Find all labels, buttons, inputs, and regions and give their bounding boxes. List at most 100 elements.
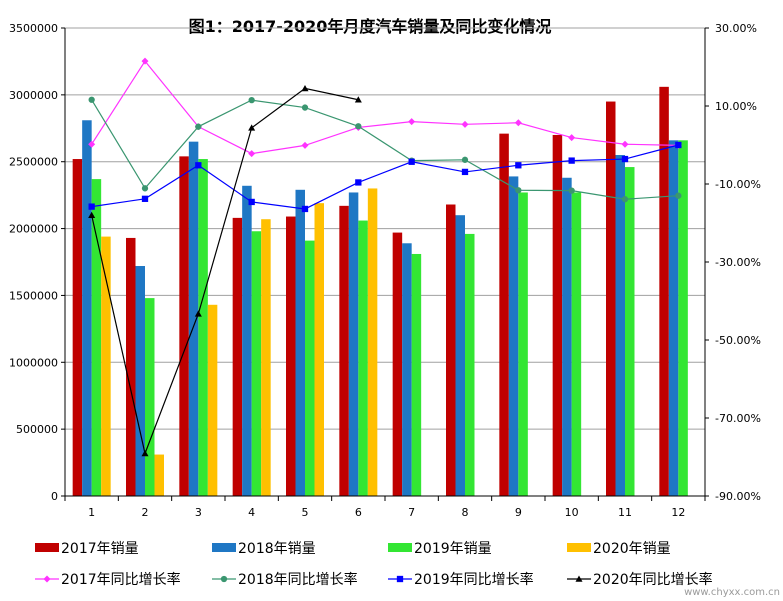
legend-swatch bbox=[212, 543, 236, 552]
bar-2017年销量 bbox=[126, 237, 136, 496]
left-tick-label: 3000000 bbox=[9, 89, 58, 102]
legend-swatch bbox=[388, 543, 412, 552]
x-tick-label: 9 bbox=[515, 506, 522, 519]
point-2018年同比增长率 bbox=[301, 104, 309, 111]
bar-2020年销量 bbox=[207, 304, 218, 496]
point-2019年同比增长率 bbox=[461, 168, 469, 176]
bar-2018年销量 bbox=[188, 141, 199, 496]
point-2018年同比增长率 bbox=[515, 187, 522, 194]
bar-2017年销量 bbox=[552, 134, 563, 496]
right-tick-label: 30.00% bbox=[715, 22, 757, 35]
point-2017年同比增长率 bbox=[514, 119, 522, 127]
legend-marker bbox=[220, 575, 228, 583]
point-2019年同比增长率 bbox=[621, 155, 629, 163]
right-tick-label: -30.00% bbox=[715, 256, 761, 269]
bar-2020年销量 bbox=[261, 219, 271, 496]
point-2018年同比增长率 bbox=[461, 156, 469, 163]
x-tick-label: 4 bbox=[248, 506, 255, 519]
bar-2018年销量 bbox=[668, 140, 679, 496]
right-tick-label: -50.00% bbox=[715, 334, 761, 347]
legend-swatch bbox=[567, 543, 591, 552]
point-2020年同比增长率 bbox=[88, 211, 96, 218]
bars bbox=[72, 86, 688, 497]
bar-2018年销量 bbox=[508, 176, 519, 496]
point-2018年同比增长率 bbox=[88, 96, 95, 103]
bar-2019年销量 bbox=[571, 192, 582, 496]
bar-2018年销量 bbox=[135, 266, 145, 496]
point-2017年同比增长率 bbox=[568, 134, 576, 142]
bar-2019年销量 bbox=[145, 298, 155, 496]
point-2020年同比增长率 bbox=[301, 84, 309, 92]
point-2018年同比增长率 bbox=[355, 123, 362, 130]
bar-2020年销量 bbox=[367, 188, 378, 496]
legend-label: 2019年销量 bbox=[414, 541, 492, 557]
line-2017年同比增长率 bbox=[91, 60, 679, 155]
bar-2019年销量 bbox=[518, 192, 528, 496]
point-2019年同比增长率 bbox=[675, 141, 682, 149]
point-2017年同比增长率 bbox=[408, 118, 416, 126]
chart-title: 图1：2017-2020年月度汽车销量及同比变化情况 bbox=[189, 17, 552, 36]
point-2019年同比增长率 bbox=[408, 158, 415, 165]
legend-label: 2018年同比增长率 bbox=[238, 571, 358, 588]
point-2017年同比增长率 bbox=[141, 57, 149, 65]
point-2019年同比增长率 bbox=[248, 198, 255, 206]
right-tick-label: -10.00% bbox=[715, 178, 761, 191]
x-tick-label: 1 bbox=[88, 506, 95, 519]
line-2018年同比增长率 bbox=[91, 99, 679, 200]
point-2019年同比增长率 bbox=[355, 179, 362, 186]
left-tick-label: 2500000 bbox=[9, 156, 58, 169]
bar-2019年销量 bbox=[465, 233, 475, 497]
bar-2017年销量 bbox=[499, 133, 509, 497]
rate-lines bbox=[88, 57, 682, 457]
bar-2019年销量 bbox=[411, 253, 422, 496]
left-tick-label: 500000 bbox=[16, 423, 58, 436]
bar-2017年销量 bbox=[446, 204, 456, 496]
point-2017年同比增长率 bbox=[88, 140, 96, 148]
bar-2017年销量 bbox=[179, 156, 189, 496]
left-tick-label: 2000000 bbox=[9, 223, 58, 236]
left-tick-label: 3500000 bbox=[9, 22, 58, 35]
bar-2019年销量 bbox=[358, 220, 368, 496]
x-tick-label: 5 bbox=[302, 506, 309, 519]
point-2017年同比增长率 bbox=[461, 120, 469, 128]
legend-label: 2020年同比增长率 bbox=[593, 571, 713, 588]
bar-2019年销量 bbox=[91, 179, 102, 496]
bar-2018年销量 bbox=[455, 215, 465, 496]
bar-2017年销量 bbox=[606, 101, 616, 497]
bar-2020年销量 bbox=[101, 236, 111, 496]
x-tick-label: 3 bbox=[195, 506, 202, 519]
point-2019年同比增长率 bbox=[568, 157, 575, 164]
bar-2017年销量 bbox=[286, 216, 296, 496]
x-tick-label: 10 bbox=[565, 506, 579, 519]
point-2018年同比增长率 bbox=[621, 196, 629, 203]
point-2020年同比增长率 bbox=[354, 96, 362, 103]
point-2017年同比增长率 bbox=[248, 150, 256, 158]
point-2019年同比增长率 bbox=[88, 203, 95, 210]
legend-label: 2017年销量 bbox=[61, 541, 139, 557]
bar-2017年销量 bbox=[392, 232, 403, 496]
x-tick-label: 12 bbox=[671, 506, 685, 519]
bar-2018年销量 bbox=[295, 189, 305, 496]
bar-2018年销量 bbox=[242, 185, 252, 497]
bar-2020年销量 bbox=[154, 454, 164, 496]
legend-label: 2020年销量 bbox=[593, 541, 671, 557]
point-2019年同比增长率 bbox=[515, 162, 522, 169]
point-2017年同比增长率 bbox=[301, 141, 309, 149]
point-2017年同比增长率 bbox=[621, 140, 629, 148]
bar-2017年销量 bbox=[232, 217, 243, 497]
line-2019年同比增长率 bbox=[91, 144, 679, 210]
legend-marker bbox=[43, 575, 51, 583]
point-2018年同比增长率 bbox=[195, 123, 202, 130]
line-2020年同比增长率 bbox=[91, 87, 359, 456]
point-2018年同比增长率 bbox=[141, 185, 149, 192]
bar-2017年销量 bbox=[339, 205, 349, 496]
left-tick-label: 0 bbox=[51, 490, 58, 503]
bar-2019年销量 bbox=[305, 240, 315, 496]
x-tick-label: 7 bbox=[408, 506, 415, 519]
bar-2018年销量 bbox=[615, 155, 625, 496]
bar-2018年销量 bbox=[348, 192, 359, 496]
watermark: www.chyxx.com.cn bbox=[684, 587, 780, 598]
point-2019年同比增长率 bbox=[195, 162, 202, 169]
point-2019年同比增长率 bbox=[141, 195, 149, 202]
